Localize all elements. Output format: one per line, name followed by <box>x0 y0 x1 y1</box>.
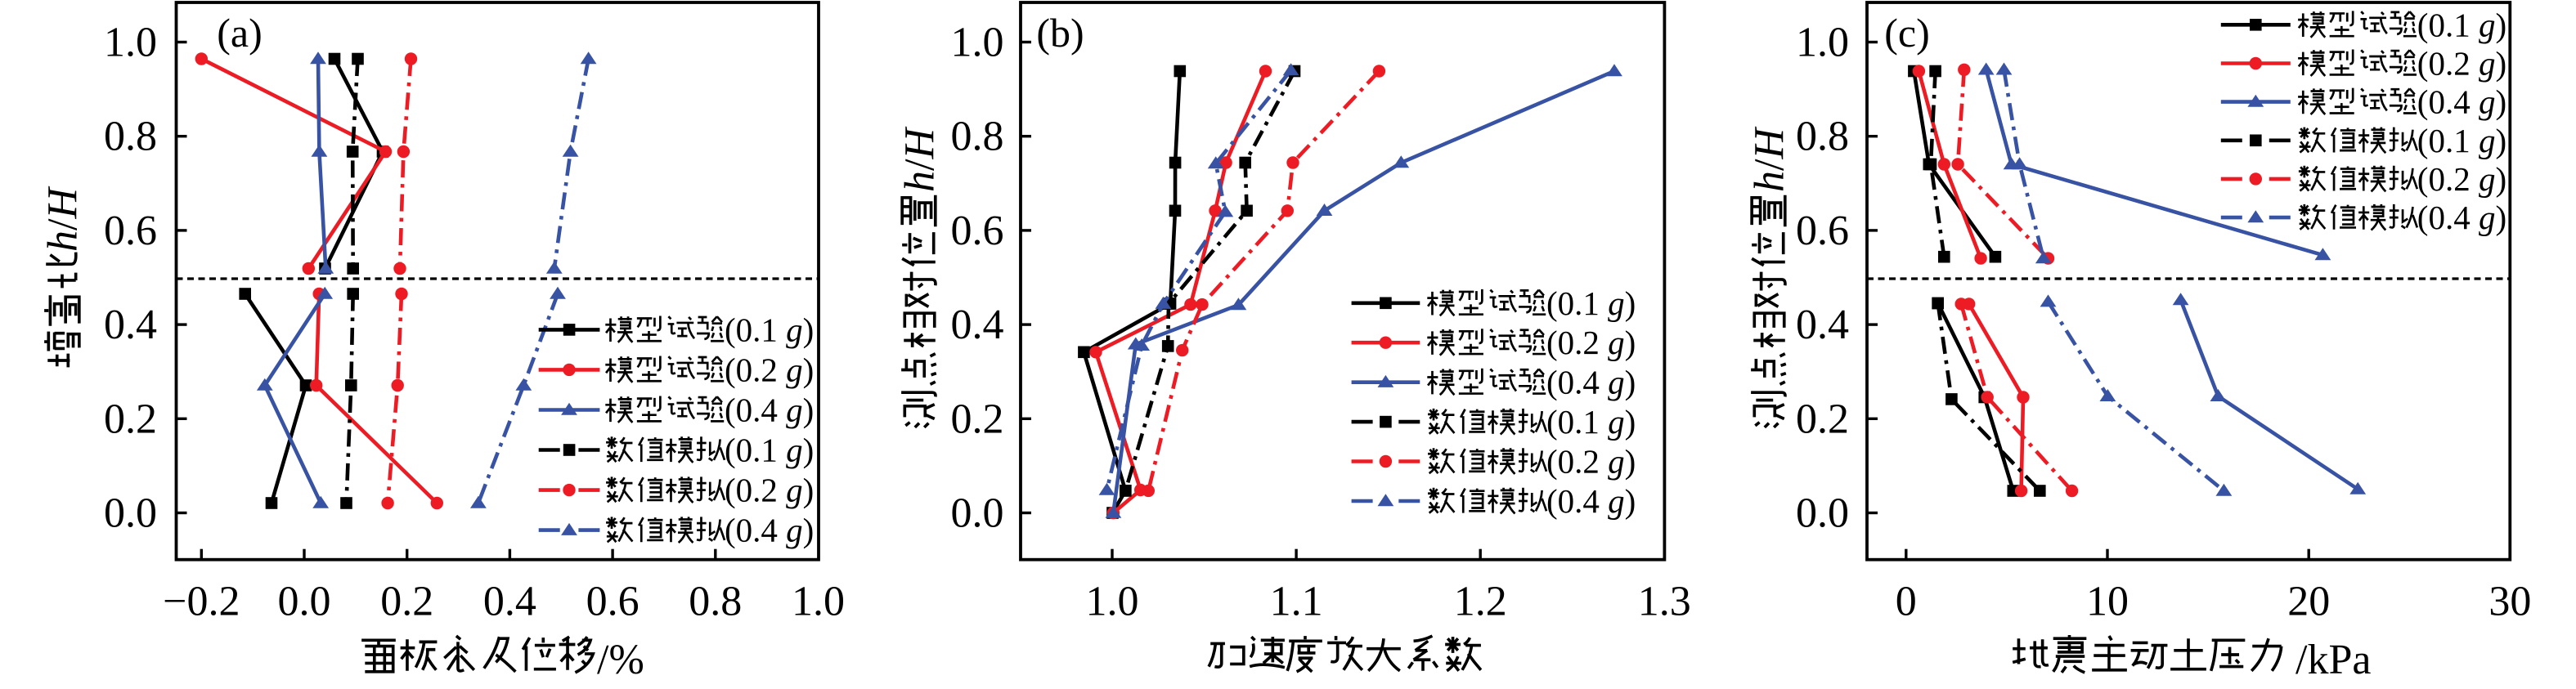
svg-text:h/H: h/H <box>897 127 944 192</box>
svg-text:0.2: 0.2 <box>951 396 1004 442</box>
svg-text:1.0: 1.0 <box>1796 20 1849 66</box>
svg-text:/kPa: /kPa <box>2296 637 2371 683</box>
svg-text:−0.2: −0.2 <box>163 579 240 625</box>
svg-text:0.0: 0.0 <box>104 490 157 537</box>
svg-text:1.0: 1.0 <box>951 20 1004 66</box>
svg-text:1.0: 1.0 <box>104 20 157 66</box>
svg-text:0.8: 0.8 <box>104 114 157 160</box>
svg-text:(0.1 g): (0.1 g) <box>2417 122 2506 159</box>
svg-text:0.8: 0.8 <box>951 114 1004 160</box>
svg-text:/%: /% <box>597 637 644 683</box>
svg-text:0: 0 <box>1896 579 1917 625</box>
svg-text:(0.1 g): (0.1 g) <box>2417 6 2506 43</box>
svg-text:0.8: 0.8 <box>689 579 742 625</box>
svg-text:(0.2 g): (0.2 g) <box>1546 324 1636 361</box>
svg-text:(b): (b) <box>1036 10 1084 56</box>
svg-text:1.2: 1.2 <box>1454 579 1507 625</box>
svg-text:h/H: h/H <box>40 186 87 252</box>
svg-text:1.1: 1.1 <box>1270 579 1323 625</box>
svg-text:(0.4 g): (0.4 g) <box>2417 83 2506 121</box>
svg-text:(a): (a) <box>217 10 263 56</box>
svg-text:0.0: 0.0 <box>951 490 1004 537</box>
svg-text:(0.4 g): (0.4 g) <box>2417 199 2506 236</box>
svg-text:20: 20 <box>2287 579 2330 625</box>
svg-text:0.2: 0.2 <box>104 396 157 442</box>
svg-text:(0.1 g): (0.1 g) <box>725 432 814 469</box>
svg-text:0.6: 0.6 <box>1796 208 1849 254</box>
svg-text:(0.2 g): (0.2 g) <box>725 351 814 388</box>
svg-text:(0.4 g): (0.4 g) <box>725 512 814 549</box>
svg-text:0.8: 0.8 <box>1796 114 1849 160</box>
svg-text:1.0: 1.0 <box>1086 579 1139 625</box>
svg-text:0.4: 0.4 <box>951 302 1004 348</box>
svg-text:0.6: 0.6 <box>104 208 157 254</box>
svg-text:0.4: 0.4 <box>1796 302 1849 348</box>
svg-text:0.6: 0.6 <box>586 579 640 625</box>
svg-text:(0.2 g): (0.2 g) <box>2417 160 2506 198</box>
svg-text:(0.4 g): (0.4 g) <box>1546 482 1636 520</box>
svg-text:h/H: h/H <box>1747 127 1793 192</box>
svg-text:0.2: 0.2 <box>380 579 433 625</box>
svg-text:0.4: 0.4 <box>104 302 157 348</box>
svg-text:1.3: 1.3 <box>1638 579 1691 625</box>
svg-text:10: 10 <box>2086 579 2129 625</box>
svg-text:(0.1 g): (0.1 g) <box>1546 403 1636 441</box>
svg-text:(c): (c) <box>1884 10 1930 56</box>
svg-text:(0.1 g): (0.1 g) <box>725 311 814 348</box>
svg-text:(0.4 g): (0.4 g) <box>725 391 814 429</box>
svg-text:(0.4 g): (0.4 g) <box>1546 364 1636 401</box>
svg-text:(0.2 g): (0.2 g) <box>2417 45 2506 83</box>
svg-text:0.6: 0.6 <box>951 208 1004 254</box>
svg-text:(0.2 g): (0.2 g) <box>1546 443 1636 481</box>
svg-text:0.0: 0.0 <box>278 579 331 625</box>
svg-text:1.0: 1.0 <box>792 579 845 625</box>
svg-text:0.2: 0.2 <box>1796 396 1849 442</box>
svg-text:0.0: 0.0 <box>1796 490 1849 537</box>
svg-text:(0.1 g): (0.1 g) <box>1546 284 1636 322</box>
svg-text:0.4: 0.4 <box>483 579 536 625</box>
svg-text:30: 30 <box>2488 579 2531 625</box>
svg-text:(0.2 g): (0.2 g) <box>725 472 814 509</box>
